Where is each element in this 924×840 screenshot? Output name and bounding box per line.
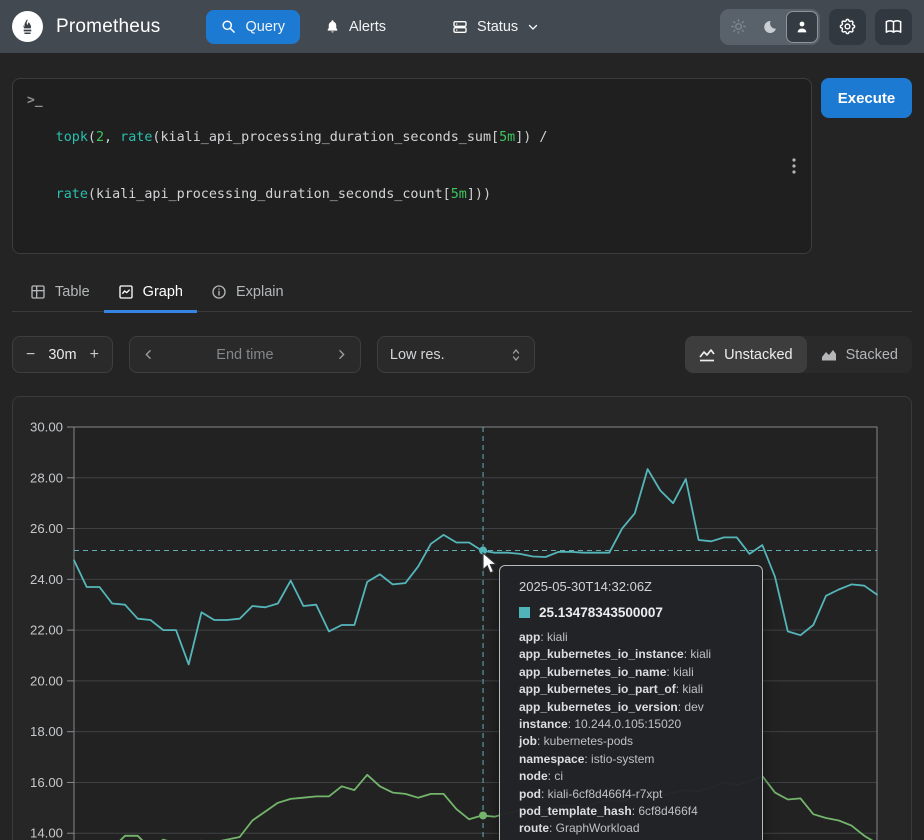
resolution-value: Low res.: [390, 347, 445, 363]
tab-explain-label: Explain: [236, 284, 284, 300]
graph-controls: − 30m + End time Low res. Unstacked Stac…: [12, 336, 912, 373]
app-title: Prometheus: [56, 16, 160, 38]
search-icon: [221, 19, 236, 34]
moon-icon: [762, 19, 778, 35]
promql-line-2: rate(kiali_api_processing_duration_secon…: [56, 185, 548, 204]
end-time-input[interactable]: End time: [129, 336, 361, 373]
stacked-area-icon: [821, 348, 837, 362]
y-axis-label: 20.00: [30, 673, 63, 688]
execute-button[interactable]: Execute: [821, 78, 912, 118]
time-series-chart[interactable]: 30.00 28.00 26.00 24.00 22.00 20.00 18.00 16.00…: [13, 397, 913, 840]
tooltip-label: app_kubernetes_io_instance: kiali: [519, 646, 746, 663]
bell-icon: [325, 19, 340, 34]
range-value[interactable]: 30m: [48, 347, 76, 363]
y-axis-label: 24.00: [30, 572, 63, 587]
chevron-right-icon[interactable]: [335, 348, 348, 361]
unstacked-button[interactable]: Unstacked: [685, 336, 807, 373]
stacking-toggle: Unstacked Stacked: [685, 336, 912, 373]
y-axis-label: 16.00: [30, 775, 63, 790]
series-color-swatch: [519, 607, 530, 618]
tooltip-labels: app: kialiapp_kubernetes_io_instance: ki…: [519, 629, 746, 840]
settings-button[interactable]: [829, 9, 866, 45]
nav-status-menu[interactable]: Status: [437, 10, 554, 44]
range-decrease-button[interactable]: −: [26, 347, 35, 363]
info-icon: [211, 284, 227, 300]
gear-icon: [838, 17, 857, 36]
brand: Prometheus: [12, 11, 160, 42]
query-options-kebab-icon[interactable]: [786, 157, 802, 175]
tooltip-label: app_kubernetes_io_name: kiali: [519, 664, 746, 681]
book-icon: [884, 17, 903, 36]
tooltip-label: job: kubernetes-pods: [519, 733, 746, 750]
navbar: Prometheus Query Alerts Status: [0, 0, 924, 53]
theme-light-button[interactable]: [722, 11, 754, 43]
theme-dark-button[interactable]: [754, 11, 786, 43]
graph-panel: 30.00 28.00 26.00 24.00 22.00 20.00 18.00 16.00…: [12, 396, 912, 840]
table-icon: [30, 284, 46, 300]
theme-toggle: [720, 9, 820, 45]
stacked-label: Stacked: [846, 347, 898, 363]
tab-graph[interactable]: Graph: [104, 275, 197, 311]
resolution-select[interactable]: Low res.: [377, 336, 535, 373]
graph-icon: [118, 284, 134, 300]
tooltip-value-row: 25.13478343500007: [519, 605, 746, 620]
tooltip-label: route: GraphWorkload: [519, 820, 746, 837]
nav-query-button[interactable]: Query: [206, 10, 300, 44]
y-axis-label: 26.00: [30, 521, 63, 536]
query-row: >_ topk(2, rate(kiali_api_processing_dur…: [12, 78, 912, 254]
unstacked-label: Unstacked: [724, 347, 793, 363]
server-icon: [452, 19, 468, 35]
docs-button[interactable]: [875, 9, 912, 45]
stacked-button[interactable]: Stacked: [807, 336, 912, 373]
tooltip-value: 25.13478343500007: [539, 605, 663, 620]
range-increase-button[interactable]: +: [90, 347, 99, 363]
range-control: − 30m +: [12, 336, 113, 373]
y-axis-label: 18.00: [30, 724, 63, 739]
y-axis-label: 30.00: [30, 420, 63, 435]
main-nav: Query Alerts Status: [206, 10, 554, 44]
tab-table-label: Table: [55, 284, 90, 300]
hover-tooltip: 2025-05-30T14:32:06Z 25.13478343500007 a…: [499, 565, 763, 840]
promql-expression[interactable]: topk(2, rate(kiali_api_processing_durati…: [56, 90, 548, 242]
tooltip-label: namespace: istio-system: [519, 751, 746, 768]
tooltip-label: instance: 10.244.0.105:15020: [519, 716, 746, 733]
tab-graph-label: Graph: [143, 284, 183, 300]
unstacked-line-icon: [699, 348, 715, 362]
navbar-actions: [720, 9, 912, 45]
query-editor[interactable]: >_ topk(2, rate(kiali_api_processing_dur…: [12, 78, 812, 254]
chevron-left-icon[interactable]: [142, 348, 155, 361]
y-axis-label: 14.00: [30, 826, 63, 840]
nav-alerts-label: Alerts: [349, 19, 386, 35]
tooltip-label: app_kubernetes_io_version: dev: [519, 699, 746, 716]
hover-point-series2: [479, 811, 487, 819]
nav-query-label: Query: [245, 19, 285, 35]
terminal-prompt-icon: >_: [27, 93, 43, 242]
tooltip-timestamp: 2025-05-30T14:32:06Z: [519, 579, 746, 594]
tooltip-label: node: ci: [519, 768, 746, 785]
select-chevrons-icon: [510, 348, 522, 362]
user-icon: [794, 19, 810, 35]
tooltip-label: pod_template_hash: 6cf8d466f4: [519, 803, 746, 820]
tooltip-label: pod: kiali-6cf8d466f4-r7xpt: [519, 786, 746, 803]
nav-alerts-button[interactable]: Alerts: [310, 10, 401, 44]
tooltip-label: app: kiali: [519, 629, 746, 646]
prometheus-logo-icon: [12, 11, 43, 42]
tab-explain[interactable]: Explain: [197, 275, 298, 311]
chevron-down-icon: [527, 21, 539, 33]
hover-point-series1: [479, 547, 487, 555]
result-tabs: Table Graph Explain: [12, 275, 912, 312]
theme-auto-button[interactable]: [786, 11, 818, 43]
y-axis-label: 28.00: [30, 470, 63, 485]
y-axis-label: 22.00: [30, 623, 63, 638]
nav-status-label: Status: [477, 19, 518, 35]
sun-icon: [730, 18, 747, 35]
tooltip-label: app_kubernetes_io_part_of: kiali: [519, 681, 746, 698]
tab-table[interactable]: Table: [16, 275, 104, 311]
promql-line-1: topk(2, rate(kiali_api_processing_durati…: [56, 128, 548, 147]
end-time-placeholder: End time: [216, 347, 273, 363]
